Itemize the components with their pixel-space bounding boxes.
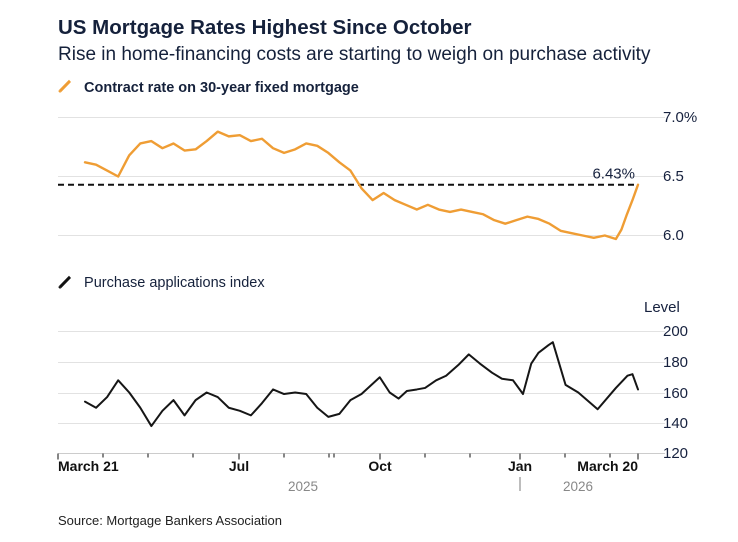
svg-text:Jul: Jul <box>229 458 249 474</box>
svg-text:March 20: March 20 <box>577 458 638 474</box>
svg-text:140: 140 <box>663 415 688 432</box>
svg-text:2026: 2026 <box>563 479 593 494</box>
svg-text:Level: Level <box>644 299 680 316</box>
svg-text:7.0%: 7.0% <box>663 109 697 126</box>
svg-text:2025: 2025 <box>288 479 318 494</box>
svg-text:6.43%: 6.43% <box>592 166 635 183</box>
svg-text:160: 160 <box>663 385 688 402</box>
svg-text:180: 180 <box>663 354 688 371</box>
svg-text:Oct: Oct <box>368 458 392 474</box>
svg-text:200: 200 <box>663 323 688 340</box>
svg-text:March 21: March 21 <box>58 458 119 474</box>
svg-text:6.0: 6.0 <box>663 227 684 244</box>
svg-text:6.5: 6.5 <box>663 168 684 185</box>
svg-text:Jan: Jan <box>508 458 532 474</box>
svg-text:120: 120 <box>663 445 688 462</box>
